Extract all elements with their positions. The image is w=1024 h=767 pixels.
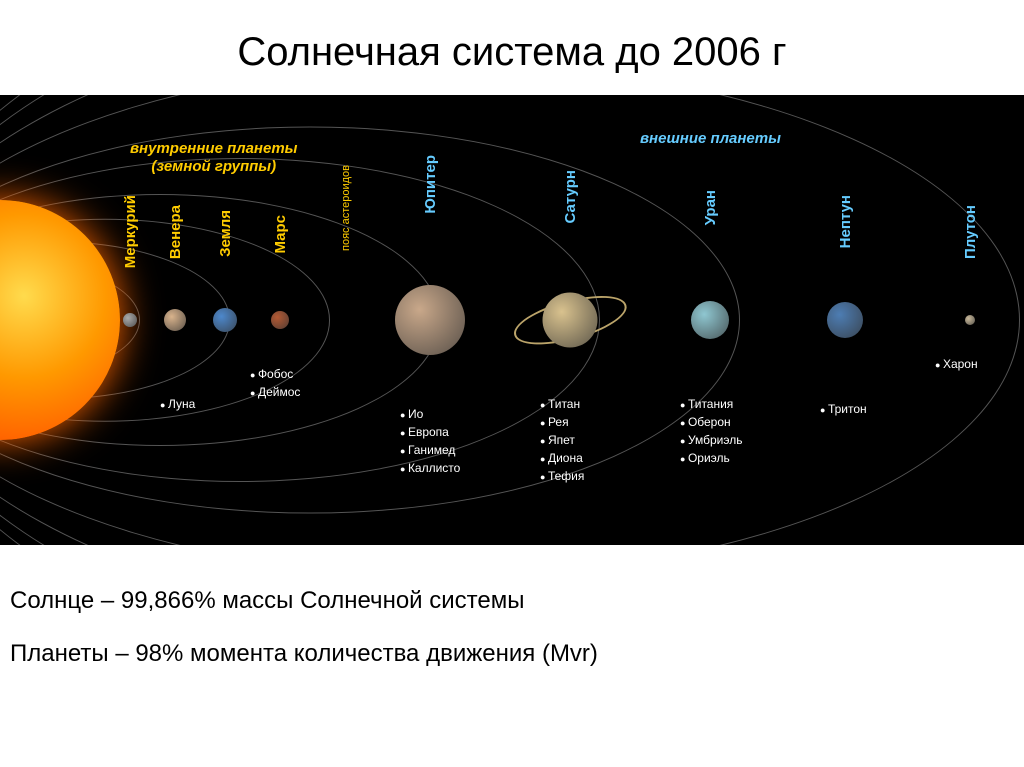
moon-label: Тефия bbox=[540, 467, 584, 485]
planet-label-6: Уран bbox=[702, 190, 719, 225]
moon-group-1: ФобосДеймос bbox=[250, 365, 300, 401]
planet-label-1: Венера bbox=[167, 205, 184, 259]
planet-6 bbox=[691, 301, 729, 339]
planet-2 bbox=[213, 308, 237, 332]
planet-label-5: Сатурн bbox=[562, 170, 579, 223]
planet-3 bbox=[271, 311, 289, 329]
inner-planets-label: внутренние планеты (земной группы) bbox=[130, 140, 297, 176]
moon-label: Луна bbox=[160, 395, 195, 413]
footer-line-1: Солнце – 99,866% массы Солнечной системы bbox=[10, 575, 1014, 628]
moon-group-3: ТитанРеяЯпетДионаТефия bbox=[540, 395, 584, 485]
moon-label: Фобос bbox=[250, 365, 300, 383]
moon-label: Деймос bbox=[250, 383, 300, 401]
planet-8 bbox=[965, 315, 975, 325]
moon-label: Титан bbox=[540, 395, 584, 413]
planet-5 bbox=[543, 293, 598, 348]
moon-label: Титания bbox=[680, 395, 743, 413]
moon-group-0: Луна bbox=[160, 395, 195, 413]
moon-label: Ориэль bbox=[680, 449, 743, 467]
solar-system-diagram: внутренние планеты (земной группы) внешн… bbox=[0, 95, 1024, 545]
moon-label: Тритон bbox=[820, 400, 867, 418]
moon-label: Рея bbox=[540, 413, 584, 431]
moon-label: Харон bbox=[935, 355, 978, 373]
moon-label: Япет bbox=[540, 431, 584, 449]
moon-group-6: Харон bbox=[935, 355, 978, 373]
planet-0 bbox=[123, 313, 137, 327]
outer-planets-label: внешние планеты bbox=[640, 130, 781, 148]
moon-label: Умбриэль bbox=[680, 431, 743, 449]
planet-7 bbox=[827, 302, 863, 338]
planet-label-4: Юпитер bbox=[422, 155, 439, 214]
moon-label: Европа bbox=[400, 423, 460, 441]
planet-label-2: Земля bbox=[217, 210, 234, 257]
moon-group-4: ТитанияОберонУмбриэльОриэль bbox=[680, 395, 743, 467]
planet-label-0: Меркурий bbox=[122, 195, 139, 268]
asteroid-belt-label: пояс астероидов bbox=[340, 165, 352, 251]
moon-label: Ганимед bbox=[400, 441, 460, 459]
footer-text: Солнце – 99,866% массы Солнечной системы… bbox=[0, 545, 1024, 681]
moon-label: Ио bbox=[400, 405, 460, 423]
planet-label-3: Марс bbox=[272, 215, 289, 254]
planet-1 bbox=[164, 309, 186, 331]
moon-group-5: Тритон bbox=[820, 400, 867, 418]
moon-group-2: ИоЕвропаГанимедКаллисто bbox=[400, 405, 460, 477]
page-title: Солнечная система до 2006 г bbox=[0, 0, 1024, 95]
planet-label-8: Плутон bbox=[962, 205, 979, 259]
planet-label-7: Нептун bbox=[837, 195, 854, 248]
footer-line-2: Планеты – 98% момента количества движени… bbox=[10, 628, 1014, 681]
moon-label: Оберон bbox=[680, 413, 743, 431]
moon-label: Каллисто bbox=[400, 459, 460, 477]
moon-label: Диона bbox=[540, 449, 584, 467]
planet-4 bbox=[395, 285, 465, 355]
